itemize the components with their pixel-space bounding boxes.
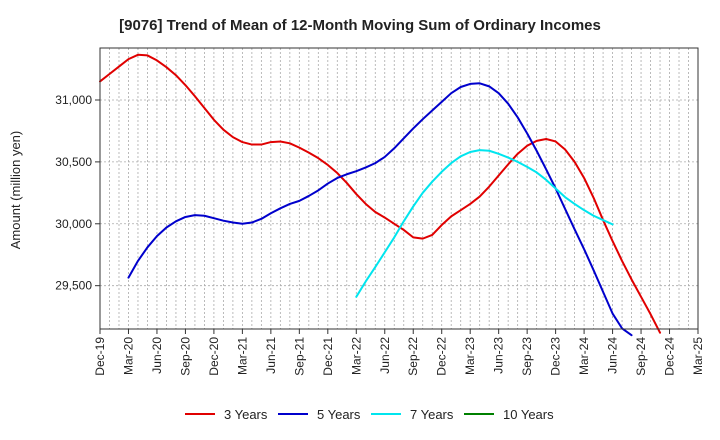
series-line-3-years [99, 53, 662, 334]
x-tick-label: Dec-22 [435, 337, 449, 376]
y-tick-label: 30,500 [55, 155, 92, 169]
legend-label: 7 Years [410, 407, 454, 422]
x-tick-label: Sep-24 [634, 337, 648, 376]
x-tick-label: Jun-20 [150, 337, 164, 374]
y-tick-label: 31,000 [55, 93, 92, 107]
x-tick-label: Dec-21 [321, 337, 335, 376]
x-tick-label: Dec-24 [663, 337, 677, 376]
legend-label: 10 Years [503, 407, 554, 422]
x-tick-label: Sep-22 [406, 337, 420, 376]
y-axis-ticks: 29,500 30,000 30,500 31,000 [55, 93, 100, 293]
x-tick-label: Mar-23 [463, 337, 477, 375]
x-tick-label: Sep-23 [520, 337, 534, 376]
series-lines [99, 53, 662, 337]
y-tick-label: 29,500 [55, 279, 92, 293]
x-tick-label: Jun-24 [606, 337, 620, 374]
x-tick-label: Mar-20 [121, 337, 135, 375]
grid-lines [100, 48, 698, 329]
x-tick-label: Sep-21 [292, 337, 306, 376]
x-tick-label: Mar-21 [235, 337, 249, 375]
x-axis-ticks: Dec-19 Mar-20 Jun-20 Sep-20 Dec-20 Mar-21 Jun-… [93, 329, 705, 376]
x-tick-label: Mar-24 [577, 337, 591, 375]
plot-frame [99, 47, 699, 330]
x-tick-label: Jun-22 [378, 337, 392, 374]
x-tick-label: Dec-20 [207, 337, 221, 376]
x-tick-label: Mar-22 [349, 337, 363, 375]
x-tick-label: Jun-21 [264, 337, 278, 374]
y-tick-label: 30,000 [55, 217, 92, 231]
x-tick-label: Jun-23 [492, 337, 506, 374]
legend-label: 5 Years [317, 407, 361, 422]
chart-title: [9076] Trend of Mean of 12-Month Moving … [119, 17, 601, 34]
legend-label: 3 Years [224, 407, 268, 422]
legend: 3 Years 5 Years 7 Years 10 Years [185, 407, 554, 422]
y-axis-label: Amount (million yen) [8, 131, 23, 250]
x-tick-label: Sep-20 [178, 337, 192, 376]
series-line-5-years [127, 82, 633, 337]
x-tick-label: Dec-23 [549, 337, 563, 376]
x-tick-label: Dec-19 [93, 337, 107, 376]
x-tick-label: Mar-25 [691, 337, 705, 375]
series-line-7-years [355, 149, 614, 298]
